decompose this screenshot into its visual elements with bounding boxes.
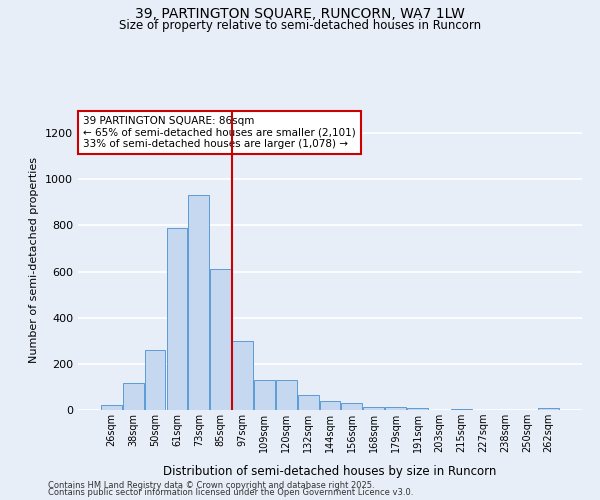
Text: Distribution of semi-detached houses by size in Runcorn: Distribution of semi-detached houses by …: [163, 464, 497, 477]
Bar: [145, 350, 166, 410]
Bar: [254, 380, 275, 410]
Text: 39 PARTINGTON SQUARE: 86sqm
← 65% of semi-detached houses are smaller (2,101)
33: 39 PARTINGTON SQUARE: 86sqm ← 65% of sem…: [83, 116, 356, 149]
Text: 39, PARTINGTON SQUARE, RUNCORN, WA7 1LW: 39, PARTINGTON SQUARE, RUNCORN, WA7 1LW: [135, 8, 465, 22]
Bar: [167, 228, 187, 410]
Text: Size of property relative to semi-detached houses in Runcorn: Size of property relative to semi-detach…: [119, 18, 481, 32]
Bar: [538, 408, 559, 410]
Bar: [298, 395, 319, 410]
Bar: [341, 403, 362, 410]
Bar: [232, 341, 253, 410]
Text: Contains public sector information licensed under the Open Government Licence v3: Contains public sector information licen…: [48, 488, 413, 497]
Bar: [407, 408, 428, 410]
Bar: [364, 406, 384, 410]
Bar: [101, 406, 122, 410]
Bar: [385, 407, 406, 410]
Text: Contains HM Land Registry data © Crown copyright and database right 2025.: Contains HM Land Registry data © Crown c…: [48, 481, 374, 490]
Bar: [123, 384, 143, 410]
Y-axis label: Number of semi-detached properties: Number of semi-detached properties: [29, 157, 40, 363]
Bar: [188, 196, 209, 410]
Bar: [320, 401, 340, 410]
Bar: [210, 269, 231, 410]
Bar: [451, 409, 472, 410]
Bar: [276, 380, 296, 410]
